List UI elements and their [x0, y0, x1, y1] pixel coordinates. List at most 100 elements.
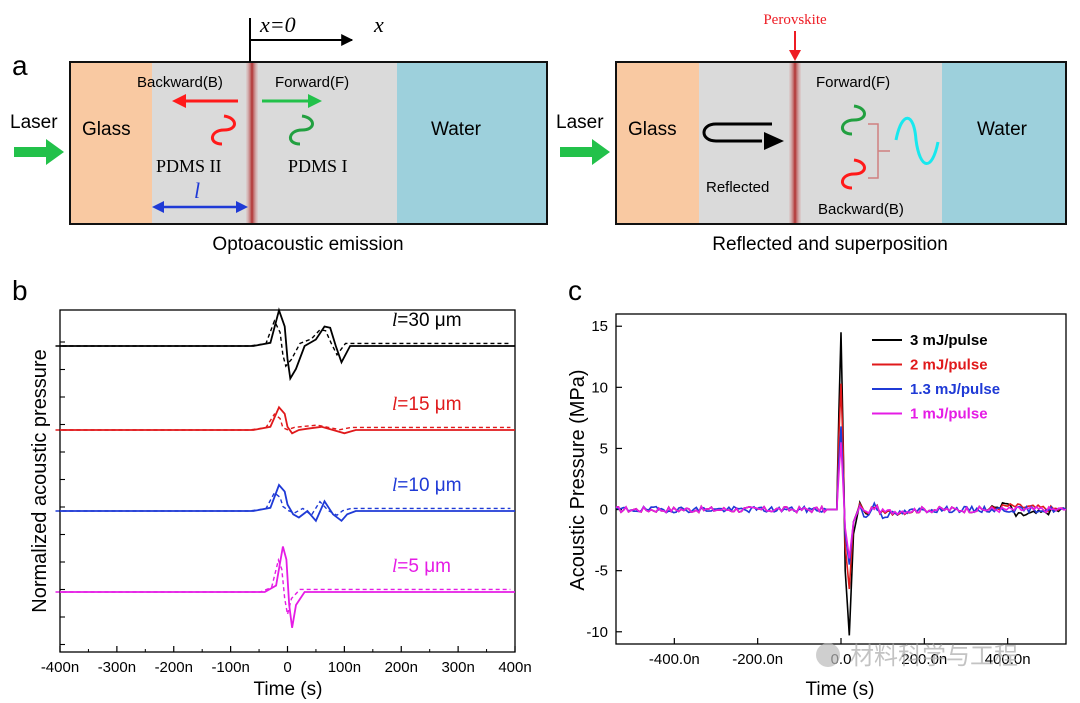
plot-b-x-tick-label: 100n: [328, 659, 361, 676]
superposed-wave-icon: [894, 116, 940, 165]
plot-c-y-tick-label: 5: [600, 440, 608, 457]
water-label: Water: [431, 119, 482, 140]
plot-c-y-tick-label: 0: [600, 502, 608, 519]
pdms-layer-right: [699, 62, 942, 224]
plot-c-series-line: [615, 383, 1067, 590]
glass-label-right: Glass: [628, 119, 677, 140]
plot-b-series-line: [60, 546, 515, 628]
plot-b-curve-labels: l=30 μm l=15 μm l=10 μm l=5 μm: [392, 310, 462, 577]
glass-layer: [70, 62, 152, 224]
reflected-arrow-icon: [702, 122, 772, 143]
plot-c-x-tick-label: -200.0n: [732, 651, 783, 668]
plot-b-x-tick-label: -400n: [41, 659, 79, 676]
laser-arrow-icon: [14, 139, 64, 165]
caption-left: Optoacoustic emission: [212, 234, 403, 255]
plot-c-y-tick-label: 15: [591, 318, 608, 335]
plot-c-x-tick-label: -400.0n: [649, 651, 700, 668]
plot-c-series-line: [615, 442, 1067, 559]
l-arrow-left-icon: [152, 201, 164, 213]
plot-b-ylabel: Normalized acoustic pressure: [29, 349, 51, 612]
plot-b: -400n -300n -200n -100n 0 100n 200n 300n 400n l=…: [41, 307, 532, 676]
perovskite-label: Perovskite: [763, 12, 827, 28]
plot-b-series-line: [60, 307, 515, 382]
perovskite-layer: [246, 62, 258, 224]
plot-b-series-line: [60, 405, 515, 435]
water-layer: [397, 62, 547, 224]
plot-b-x-ticks: -400n -300n -200n -100n 0 100n 200n 300n 400n: [41, 646, 532, 676]
diagram-frame-right: [615, 61, 1067, 225]
backward-wave-icon: [211, 114, 236, 146]
laser-arrow-right-icon: [560, 139, 610, 165]
glass-label: Glass: [82, 119, 131, 140]
plot-c-ylabel: Acoustic Pressure (MPa): [567, 369, 589, 590]
backward-wave-right-icon: [841, 158, 866, 190]
diagram-right: Laser Glass Water Perovskite Reflected F…: [556, 12, 1067, 225]
backward-label: Backward(B): [137, 74, 223, 91]
plot-b-series-dashed: [55, 413, 511, 431]
plot-b-curve-label: l=30 μm: [392, 310, 462, 331]
plot-b-series: [55, 307, 515, 628]
plot-b-y-ticks: [60, 341, 65, 646]
plot-b-series-dashed: [55, 491, 511, 517]
panel-c-label: c: [568, 275, 582, 306]
perovskite-pointer-icon: [789, 50, 801, 61]
l-label: l: [194, 178, 200, 203]
plot-c-x-tick-label: 200.0n: [901, 651, 947, 668]
plot-c-xlabel: Time (s): [806, 679, 875, 700]
l-arrow-right-icon: [236, 201, 248, 213]
plot-b-series-dashed: [55, 557, 511, 615]
plot-c-y-tick-label: -5: [595, 563, 608, 580]
caption-right: Reflected and superposition: [712, 234, 948, 255]
reflected-label: Reflected: [706, 179, 769, 196]
plot-b-x-tick-label: -100n: [211, 659, 249, 676]
plot-c-y-tick-label: -10: [586, 624, 608, 641]
plot-b-curve-label: l=10 μm: [392, 475, 462, 496]
plot-b-curve-label: l=5 μm: [392, 556, 451, 577]
plot-c-series: [615, 332, 1067, 636]
plot-c-x-tick-label: 400.0n: [985, 651, 1031, 668]
pdms-layer: [152, 62, 397, 224]
plot-b-xlabel: Time (s): [254, 679, 323, 700]
plot-b-x-tick-label: -200n: [155, 659, 193, 676]
watermark: 材料科学与工程: [816, 643, 1018, 670]
forward-wave-icon: [289, 114, 314, 146]
panel-b-label: b: [12, 275, 28, 306]
perovskite-layer-right: [789, 62, 801, 224]
glass-layer-right: [616, 62, 699, 224]
plot-b-series-dashed: [55, 319, 511, 368]
plot-b-x-tick-label: 0: [283, 659, 291, 676]
plot-c-legend-label: 2 mJ/pulse: [910, 357, 988, 374]
plot-b-series-line: [60, 483, 515, 523]
panel-a-label: a: [12, 50, 28, 81]
plot-b-x-tick-label: 400n: [498, 659, 531, 676]
plot-b-x-tick-label: 200n: [385, 659, 418, 676]
watermark-logo-icon: [816, 643, 840, 667]
reflected-arrowhead-icon: [764, 132, 784, 150]
water-layer-right: [942, 62, 1066, 224]
laser-label: Laser: [10, 112, 58, 133]
plot-c-legend-label: 1 mJ/pulse: [910, 406, 988, 423]
forward-wave-right-icon: [841, 104, 866, 136]
plot-c-y-ticks: 15 10 5 0 -5 -10: [586, 318, 622, 641]
water-label-right: Water: [977, 119, 1028, 140]
pdms2-label: PDMS II: [156, 156, 222, 176]
plot-c-legend-label: 3 mJ/pulse: [910, 332, 988, 349]
plot-c-legend-label: 1.3 mJ/pulse: [910, 381, 1000, 398]
x-label: x: [373, 12, 384, 37]
plot-c-y-tick-label: 10: [591, 379, 608, 396]
laser-label-right: Laser: [556, 112, 604, 133]
plot-b-x-tick-label: -300n: [98, 659, 136, 676]
forward-arrowhead-icon: [308, 94, 322, 108]
pdms1-label: PDMS I: [288, 156, 348, 176]
plot-c-legend: 3 mJ/pulse 2 mJ/pulse 1.3 mJ/pulse 1 mJ/pul…: [872, 332, 1000, 423]
backward-label-right: Backward(B): [818, 201, 904, 218]
backward-arrowhead-icon: [172, 94, 186, 108]
superposition-bracket: [868, 123, 890, 179]
forward-label: Forward(F): [275, 74, 349, 91]
plot-b-curve-label: l=15 μm: [392, 394, 462, 415]
diagram-frame: [69, 61, 548, 225]
forward-label-right: Forward(F): [816, 74, 890, 91]
plot-b-x-tick-label: 300n: [441, 659, 474, 676]
diagram-left: Laser Glass Water x=0 x Backward(B) Forw…: [10, 12, 548, 225]
